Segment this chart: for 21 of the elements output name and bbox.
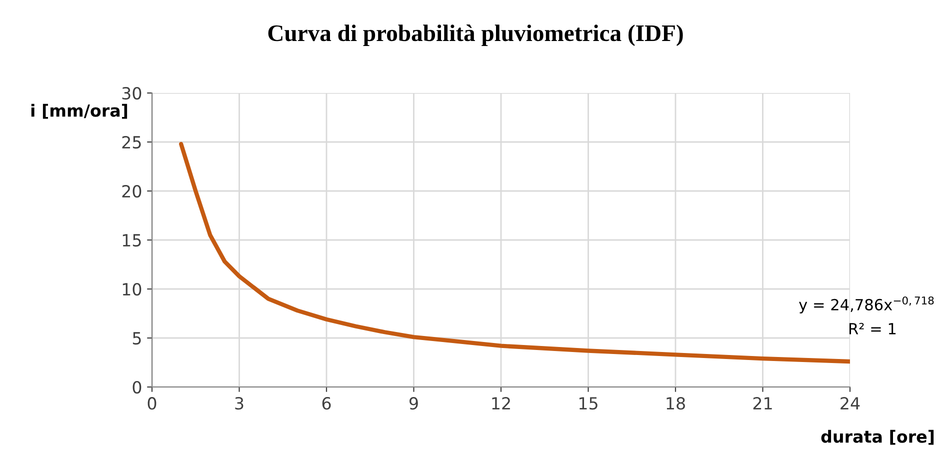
- y-tick-label: 30: [122, 86, 142, 100]
- x-tick-label: 3: [235, 397, 244, 410]
- x-tick-label: 0: [148, 397, 156, 410]
- x-tick-label: 6: [322, 397, 331, 410]
- chart-title: Curva di probabilità pluviometrica (IDF): [268, 24, 683, 46]
- x-tick-label: 9: [409, 397, 418, 410]
- x-axis-title: durata [ore]: [821, 430, 934, 445]
- annotation: y = 24,786x$^{−0,718}$: [799, 296, 934, 314]
- y-tick-label: 20: [122, 184, 142, 198]
- x-tick-label: 18: [666, 397, 685, 410]
- y-tick-label: 15: [122, 234, 141, 247]
- x-tick-label: 24: [840, 397, 860, 410]
- y-tick-label: 5: [132, 332, 141, 345]
- y-tick-label: 0: [132, 380, 142, 394]
- annotation: R² = 1: [849, 322, 896, 334]
- y-tick-label: 10: [122, 282, 142, 296]
- x-tick-label: 12: [492, 397, 510, 410]
- x-tick-label: 21: [753, 397, 772, 410]
- x-tick-label: 15: [579, 397, 598, 410]
- y-axis-title: i [mm/ora]: [31, 104, 128, 119]
- y-tick-label: 25: [122, 136, 141, 149]
